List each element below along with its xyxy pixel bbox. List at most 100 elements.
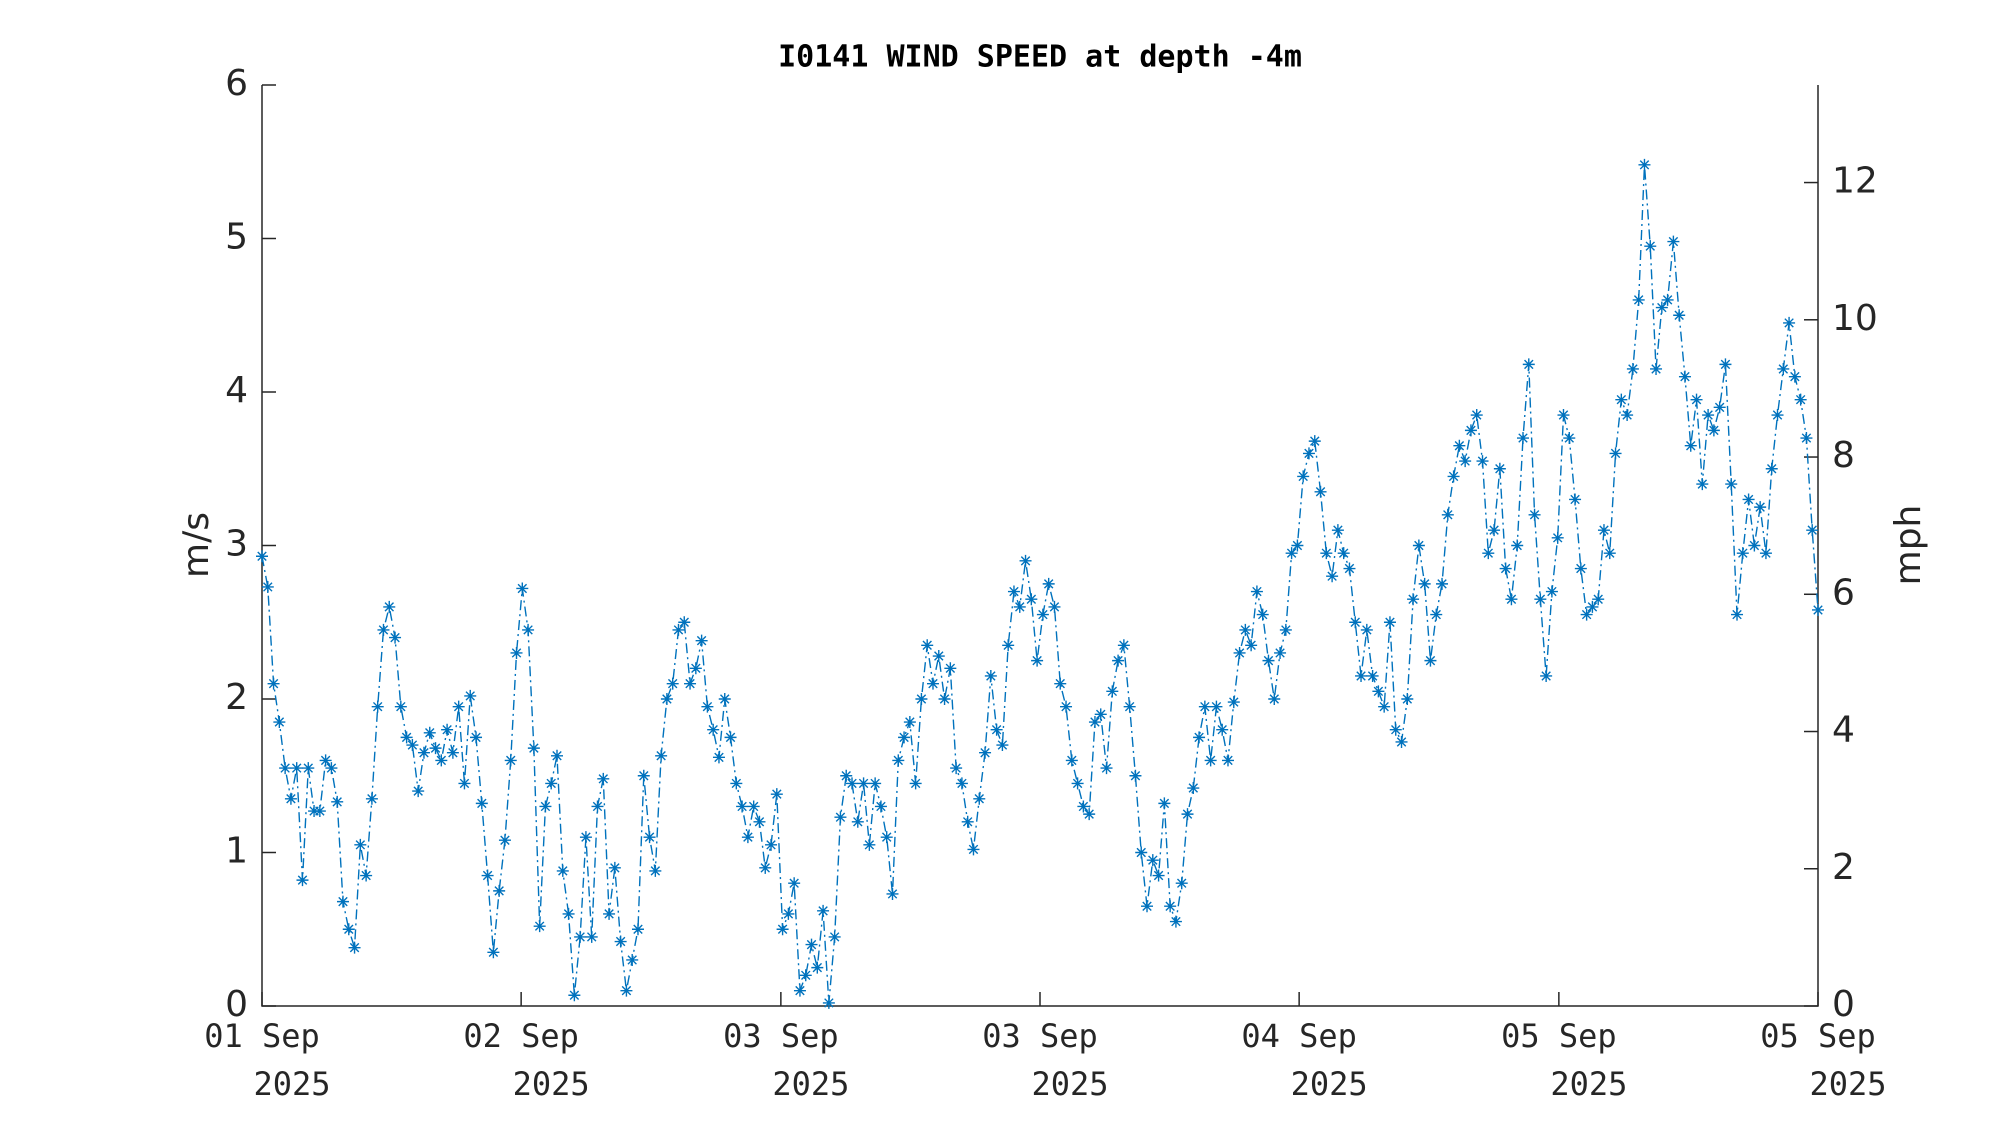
data-marker [1621, 409, 1634, 422]
data-marker [880, 831, 893, 844]
data-marker [921, 639, 934, 652]
data-marker [1395, 735, 1408, 748]
data-marker [1632, 293, 1645, 306]
data-marker [1794, 393, 1807, 406]
data-marker [649, 864, 662, 877]
data-marker [1112, 654, 1125, 667]
data-marker [1216, 723, 1229, 736]
data-marker [342, 923, 355, 936]
data-marker [377, 623, 390, 636]
data-marker [1135, 846, 1148, 859]
x-tick-label: 05 Sep [1501, 1017, 1617, 1055]
data-marker [1343, 562, 1356, 575]
data-marker [412, 785, 425, 798]
y-tick-label: 6 [225, 63, 248, 104]
data-marker [423, 726, 436, 739]
data-marker [1245, 639, 1258, 652]
data-marker [1586, 600, 1599, 613]
data-marker [1673, 309, 1686, 322]
data-marker [793, 984, 806, 997]
data-marker [1233, 646, 1246, 659]
data-marker [672, 623, 685, 636]
data-marker [660, 693, 673, 705]
x-tick-label: 03 Sep [723, 1017, 839, 1055]
data-marker [1748, 539, 1761, 552]
data-marker [1615, 393, 1628, 406]
data-marker [446, 746, 459, 759]
data-marker [996, 739, 1009, 752]
data-marker [1719, 358, 1732, 371]
data-marker [348, 941, 361, 954]
data-marker [290, 762, 303, 775]
data-marker [1812, 603, 1824, 616]
data-marker [1285, 547, 1298, 560]
data-marker [1765, 462, 1778, 475]
data-marker [961, 815, 974, 828]
data-marker [1690, 393, 1703, 406]
data-marker [1650, 362, 1663, 375]
y-axis-label: m/s [176, 512, 217, 578]
data-marker [1626, 362, 1639, 375]
data-marker [1060, 700, 1073, 713]
data-marker [1389, 723, 1402, 736]
data-marker [765, 838, 778, 851]
data-marker [1360, 623, 1373, 636]
data-marker [1638, 158, 1651, 171]
data-marker [1106, 685, 1119, 698]
data-marker [1337, 547, 1350, 560]
data-marker [631, 923, 644, 936]
data-marker [481, 869, 494, 882]
data-marker [909, 777, 922, 790]
data-marker [1551, 531, 1564, 544]
data-marker [637, 769, 650, 782]
data-marker [441, 723, 454, 736]
data-marker [475, 797, 488, 810]
data-marker [857, 777, 870, 790]
data-marker [1042, 577, 1055, 590]
data-marker [1378, 700, 1391, 713]
data-marker [1592, 593, 1605, 606]
x-tick-label: 01 Sep [204, 1017, 320, 1055]
data-marker [1123, 700, 1136, 713]
data-marker [1141, 900, 1154, 913]
data-marker [892, 754, 905, 767]
data-marker [1609, 447, 1622, 460]
data-marker [1204, 754, 1217, 767]
data-marker [1355, 669, 1368, 682]
data-marker [915, 693, 928, 705]
data-marker [1771, 409, 1784, 422]
data-marker [336, 895, 349, 908]
data-marker [562, 907, 575, 920]
data-marker [545, 777, 558, 790]
x-tick-label: 2025 [1550, 1065, 1627, 1103]
x-tick-label: 2025 [1291, 1065, 1368, 1103]
data-marker [331, 795, 344, 808]
data-marker [840, 769, 853, 782]
data-marker [666, 677, 679, 690]
data-marker [1725, 478, 1738, 491]
data-marker [302, 762, 315, 775]
data-marker [1158, 797, 1171, 810]
data-marker [1181, 808, 1194, 821]
data-marker [429, 742, 442, 755]
data-marker [279, 762, 292, 775]
data-marker [452, 700, 465, 713]
y-tick-label: 4 [225, 370, 248, 411]
data-marker [435, 754, 448, 767]
data-marker [406, 739, 419, 752]
data-marker [1453, 439, 1466, 452]
data-marker [1164, 900, 1177, 913]
data-marker [1644, 240, 1657, 253]
data-marker [1713, 401, 1726, 414]
data-marker [898, 731, 911, 744]
data-marker [620, 984, 633, 997]
data-marker [1401, 693, 1414, 705]
data-marker [1464, 424, 1477, 437]
data-marker [1331, 524, 1344, 537]
data-marker [1129, 769, 1142, 782]
data-marker [1580, 608, 1593, 621]
data-marker [1320, 547, 1333, 560]
data-marker [782, 907, 795, 920]
data-marker [741, 831, 754, 844]
data-marker [805, 938, 818, 951]
